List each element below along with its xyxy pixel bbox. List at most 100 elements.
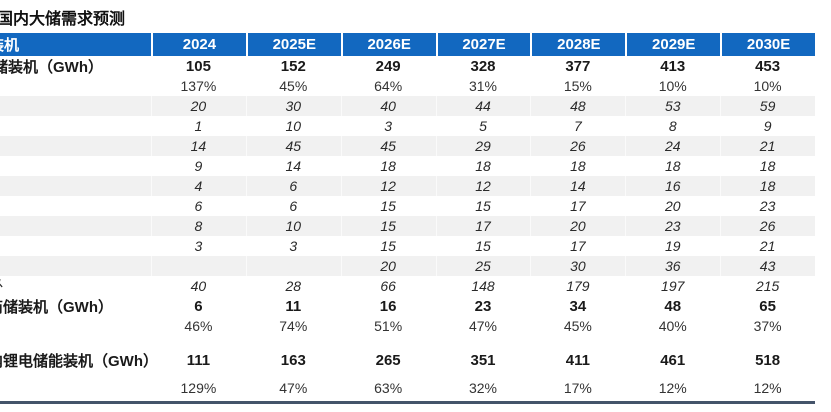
table-row: 外 40 28 66 148 179 197 215 <box>0 276 815 296</box>
row-label <box>0 176 151 196</box>
row-label: 外 <box>0 276 151 296</box>
row-label <box>0 236 151 256</box>
table-row: 储装机（GWh） 105 152 249 328 377 413 453 <box>0 56 815 76</box>
table-cell: 31% <box>468 78 498 94</box>
table-cell: 179 <box>566 278 590 294</box>
table-cell: 461 <box>660 351 686 369</box>
table-cell: 17 <box>570 238 586 254</box>
table-cell: 6 <box>289 198 298 214</box>
table-cell: 11 <box>285 297 302 315</box>
table-row: 129% 47% 63% 32% 17% 12% 12% <box>0 378 815 398</box>
table-cell: 152 <box>280 57 306 75</box>
table-cell: 23 <box>474 297 492 315</box>
table-cell: 32% <box>468 380 498 396</box>
table-cell: 47% <box>279 380 308 396</box>
table-cell: 14 <box>530 176 625 196</box>
table-cell: 6 <box>194 198 203 214</box>
table-header-year: 2028E <box>530 33 625 56</box>
table-cell: 328 <box>470 57 496 75</box>
table-bottom-border <box>0 401 815 404</box>
table-cell: 215 <box>755 278 780 294</box>
table-cell: 23 <box>759 198 776 214</box>
table-cell: 74% <box>279 318 308 334</box>
table-cell: 15 <box>475 238 491 254</box>
table-row: 14 45 45 29 26 24 21 <box>0 136 815 156</box>
table-cell: 265 <box>375 351 401 369</box>
table-header-corner-text: 装机 <box>0 37 20 54</box>
table-cell: 453 <box>755 57 781 75</box>
table-row-spacer <box>0 336 815 348</box>
table-header-year: 2025E <box>245 33 341 56</box>
table-header-year: 2024 <box>151 33 246 56</box>
table-cell: 17 <box>436 216 531 236</box>
table-cell: 46% <box>184 318 213 334</box>
table-cell: 17% <box>563 380 592 396</box>
row-label <box>0 76 151 96</box>
table-cell: 29 <box>436 136 531 156</box>
table-cell: 30 <box>530 256 625 276</box>
row-label <box>0 116 151 136</box>
table-cell: 16 <box>625 176 720 196</box>
table-cell: 66 <box>380 278 396 294</box>
table-cell: 9 <box>763 118 772 134</box>
table-row: 商储装机（GWh） 6 11 16 23 34 48 65 <box>0 296 815 316</box>
table-cell: 3 <box>194 238 203 254</box>
table-cell: 4 <box>151 176 246 196</box>
table-cell: 3 <box>289 238 298 254</box>
table-cell: 8 <box>151 216 246 236</box>
row-label <box>0 96 151 116</box>
table-cell: 8 <box>668 118 677 134</box>
table-cell: 15 <box>380 238 396 254</box>
row-label <box>0 136 151 156</box>
table-cell: 48 <box>530 96 625 116</box>
table-cell: 15 <box>380 198 396 214</box>
table-cell: 14 <box>151 136 246 156</box>
table-row: 9 14 18 18 18 18 18 <box>0 156 815 176</box>
table-row: 6 6 15 15 17 20 23 <box>0 196 815 216</box>
table-header-year: 2030E <box>720 33 815 56</box>
table-header-year: 2027E <box>435 33 531 56</box>
row-label <box>0 256 151 276</box>
table-cell: 59 <box>720 96 815 116</box>
table-cell: 37% <box>753 318 782 334</box>
row-label: 商储装机（GWh） <box>0 298 113 316</box>
table-cell: 65 <box>759 297 776 315</box>
table-cell: 9 <box>194 158 203 174</box>
table-cell: 19 <box>664 238 681 254</box>
table-cell: 12 <box>341 176 436 196</box>
table-cell <box>246 256 341 276</box>
table-row: 20 30 40 44 48 53 59 <box>0 96 815 116</box>
table-cell: 43 <box>720 256 815 276</box>
table-header-corner: 装机 <box>0 33 151 56</box>
table-cell: 45% <box>563 318 592 334</box>
table-cell: 6 <box>246 176 341 196</box>
table-cell: 6 <box>194 297 203 315</box>
row-label: 内锂电储能装机（GWh） <box>0 352 151 370</box>
table-header-year: 2029E <box>625 33 720 56</box>
table-cell: 105 <box>185 57 211 75</box>
table-cell: 51% <box>374 318 403 334</box>
page-title: 国内大储需求预测 <box>0 5 300 30</box>
table-cell: 129% <box>180 380 217 396</box>
table-cell: 10 <box>246 216 341 236</box>
table-cell: 28 <box>285 278 302 294</box>
table-cell: 47% <box>468 318 498 334</box>
table-cell: 40 <box>341 96 436 116</box>
table-header-year: 2026E <box>340 33 436 56</box>
table-cell: 45% <box>279 78 308 94</box>
table-cell: 34 <box>569 297 587 315</box>
table-cell: 18 <box>759 158 776 174</box>
table-cell: 12% <box>658 380 687 396</box>
table-cell: 197 <box>661 278 685 294</box>
table-cell: 36 <box>625 256 720 276</box>
table-cell: 249 <box>375 57 401 75</box>
table-cell: 15 <box>475 198 491 214</box>
table-cell: 10 <box>285 118 302 134</box>
table-row: 20 25 30 36 43 <box>0 256 815 276</box>
table-cell: 64% <box>374 78 403 94</box>
table-cell: 40% <box>658 318 687 334</box>
row-label <box>0 216 151 236</box>
table-cell: 518 <box>755 351 781 369</box>
